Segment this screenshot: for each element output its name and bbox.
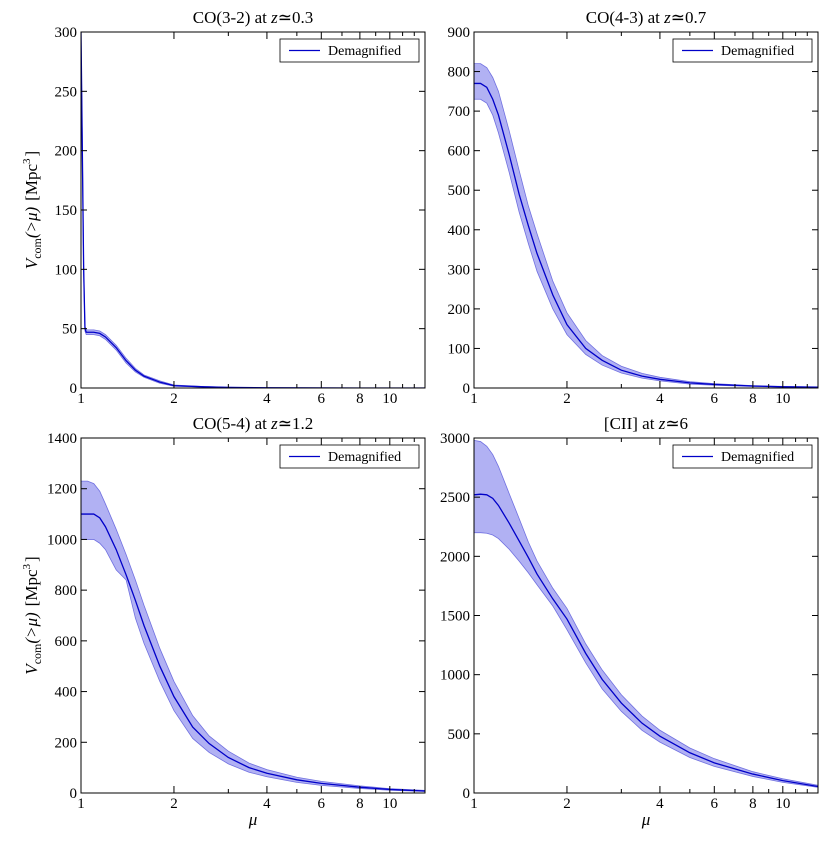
uncertainty-band [81, 32, 425, 388]
y-tick-label: 1000 [47, 532, 77, 548]
x-tick-label: 1 [77, 391, 85, 407]
legend: Demagnified [279, 444, 420, 469]
demagnified-line [81, 32, 425, 388]
y-tick-label: 2500 [440, 490, 470, 506]
chart-panel-2: 0 100 200 300 400 500 600 700 800 900 1 2 4 6 8 10 CO(4-… [448, 8, 819, 407]
legend: Demagnified [672, 38, 813, 63]
chart-panel-1: 0 50 100 150 200 250 300 1 2 4 6 8 10 CO(3-2) at z≃0.… [21, 8, 426, 407]
x-tick-label: 8 [356, 391, 364, 407]
x-tick-label: 1 [470, 391, 478, 407]
x-tick-label: 4 [263, 796, 271, 812]
y-tick-label: 1000 [440, 668, 470, 684]
x-tick-label: 6 [318, 796, 326, 812]
x-tick-label: 2 [563, 796, 571, 812]
x-tick-label: 4 [263, 391, 271, 407]
y-tick-label: 900 [448, 25, 471, 41]
x-tick-label: 6 [711, 796, 719, 812]
x-tick-label: 10 [382, 391, 397, 407]
x-tick-label: 2 [170, 391, 178, 407]
demagnified-line [474, 82, 818, 388]
legend-label: Demagnified [721, 44, 794, 59]
x-tick-label: 4 [656, 796, 664, 812]
x-tick-label: 10 [382, 796, 397, 812]
y-tick-label: 300 [448, 262, 471, 278]
y-tick-label: 50 [62, 322, 77, 338]
plot-frame [80, 437, 426, 794]
legend-label: Demagnified [721, 450, 794, 465]
x-tick-label: 2 [563, 391, 571, 407]
x-tick-label: 8 [356, 796, 364, 812]
demagnified-line [474, 493, 818, 788]
x-tick-label: 8 [749, 391, 757, 407]
y-tick-label: 150 [55, 203, 78, 219]
legend-label: Demagnified [328, 450, 401, 465]
y-tick-label: 200 [55, 735, 78, 751]
y-tick-label: 400 [448, 223, 471, 239]
chart-panel-3: 0 200 400 600 800 1000 1200 1400 1 2 4 6 8 10 CO(5-4) … [21, 414, 426, 829]
plot-frame [473, 31, 819, 389]
y-axis-label: Vcom(>μ)[Mpc3] [21, 556, 44, 674]
y-tick-label: 250 [55, 84, 78, 100]
y-tick-label: 200 [55, 144, 78, 160]
y-tick-label: 100 [55, 262, 78, 278]
plot-frame [80, 31, 426, 389]
chart-panel-4: 0 500 1000 1500 2000 2500 3000 1 2 4 6 8 10 [CII] at … [440, 414, 819, 829]
y-tick-label: 100 [448, 341, 471, 357]
y-tick-label: 2000 [440, 549, 470, 565]
y-tick-label: 3000 [440, 431, 470, 447]
legend-label: Demagnified [328, 44, 401, 59]
x-tick-label: 1 [77, 796, 85, 812]
y-tick-label: 0 [463, 381, 471, 397]
y-tick-label: 300 [55, 25, 78, 41]
y-tick-label: 0 [70, 786, 78, 802]
y-tick-label: 500 [448, 183, 471, 199]
x-axis-label: μ [641, 810, 651, 829]
uncertainty-band [81, 480, 425, 792]
y-tick-label: 700 [448, 104, 471, 120]
y-axis-label: Vcom(>μ)[Mpc3] [21, 151, 44, 269]
uncertainty-band [474, 439, 818, 788]
chart-title: CO(4-3) at z≃0.7 [586, 8, 707, 27]
x-axis-label: μ [248, 810, 258, 829]
chart-title: CO(5-4) at z≃1.2 [193, 414, 314, 433]
y-tick-label: 600 [55, 634, 78, 650]
x-tick-label: 8 [749, 796, 757, 812]
y-tick-label: 400 [55, 685, 78, 701]
x-tick-label: 6 [711, 391, 719, 407]
demagnified-line [81, 513, 425, 792]
x-tick-label: 6 [318, 391, 326, 407]
y-tick-label: 1500 [440, 609, 470, 625]
y-tick-label: 500 [448, 727, 471, 743]
y-tick-label: 0 [463, 786, 471, 802]
y-tick-label: 1200 [47, 482, 77, 498]
x-tick-label: 4 [656, 391, 664, 407]
y-tick-label: 800 [55, 583, 78, 599]
plot-frame [473, 437, 819, 794]
legend: Demagnified [279, 38, 420, 63]
y-tick-label: 600 [448, 144, 471, 160]
chart-title: CO(3-2) at z≃0.3 [193, 8, 314, 27]
x-tick-label: 2 [170, 796, 178, 812]
x-tick-label: 10 [775, 796, 790, 812]
x-tick-label: 10 [775, 391, 790, 407]
x-tick-label: 1 [470, 796, 478, 812]
uncertainty-band [474, 63, 818, 388]
y-tick-label: 800 [448, 65, 471, 81]
y-tick-label: 1400 [47, 431, 77, 447]
y-tick-label: 200 [448, 302, 471, 318]
y-tick-label: 0 [70, 381, 78, 397]
chart-title: [CII] at z≃6 [604, 414, 688, 433]
legend: Demagnified [672, 444, 813, 469]
